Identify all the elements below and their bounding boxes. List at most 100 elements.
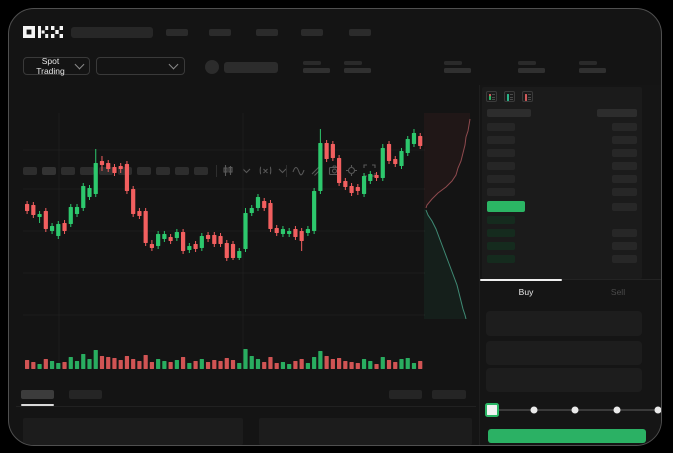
settings-icon[interactable] [345,164,358,177]
bottom-tab-underline [21,404,54,406]
trade-panel: Buy Sell [479,85,661,445]
amount-placeholder [612,175,637,183]
interval-chevron-icon[interactable] [240,164,253,177]
price-placeholder [487,188,515,196]
tab-sell[interactable]: Sell [610,287,626,297]
order-book-row-bid[interactable] [482,242,642,250]
price-chart[interactable] [23,113,425,369]
nav-item[interactable] [349,29,371,36]
amount-placeholder [612,242,637,250]
nav-item[interactable] [166,29,188,36]
bottom-section [9,381,479,445]
book-asks-icon[interactable] [522,91,533,102]
order-book-row-ask[interactable] [482,188,642,196]
top-navbar [9,9,661,53]
book-bids-icon[interactable] [504,91,515,102]
order-book-row-bid[interactable] [482,216,642,224]
okx-logo[interactable] [23,26,63,38]
order-form-field-total[interactable] [486,368,642,392]
amount-placeholder [597,109,637,117]
depth-overlay [424,113,480,320]
price-placeholder [487,242,515,250]
nav-item[interactable] [301,29,323,36]
amount-placeholder [612,188,637,196]
stat-placeholder [444,61,471,73]
bottom-tab-active[interactable] [21,390,54,399]
amount-placeholder [612,202,637,211]
order-book-row-ask[interactable] [482,136,642,144]
search-placeholder[interactable] [71,27,153,38]
tab-buy[interactable]: Buy [518,287,534,297]
price-placeholder [487,123,515,131]
slider-stop[interactable] [654,406,661,414]
pair-select[interactable] [96,57,185,75]
slider-stop[interactable] [571,406,579,414]
price-placeholder [487,149,515,157]
amount-placeholder [612,149,637,157]
order-book-row-ask[interactable] [482,149,642,157]
chart-toolbar [9,85,479,177]
amount-placeholder [612,162,637,170]
order-book-row-ask[interactable] [482,123,642,131]
slider-stop[interactable] [530,406,537,414]
timeframe-button[interactable] [42,167,56,175]
timeframe-button[interactable] [194,167,208,175]
spot-trading-label: Spot Trading [36,56,65,76]
timeframe-button[interactable] [61,167,75,175]
line-chart-icon[interactable] [292,164,305,177]
buy-submit-button[interactable] [488,429,646,443]
stat-placeholder [344,61,371,73]
timeframe-button[interactable] [156,167,170,175]
expand-icon[interactable] [363,164,376,177]
timeframe-button[interactable] [175,167,189,175]
order-book-row-ask[interactable] [482,175,642,183]
pair-name-placeholder [224,62,278,73]
bottom-action[interactable] [432,390,466,399]
order-book [482,87,642,279]
order-book-mode-toggles [486,91,533,102]
amount-placeholder [612,229,637,237]
order-book-row-price[interactable] [482,201,642,212]
nav-item[interactable] [209,29,231,36]
indicator-fx-icon[interactable] [259,164,272,177]
price-placeholder [487,136,515,144]
coin-icon [205,60,219,74]
order-book-row-ask[interactable] [482,162,642,170]
order-book-rows [482,109,642,268]
amount-placeholder [612,123,637,131]
stat-placeholder [518,61,545,73]
order-book-row-bid[interactable] [482,229,642,237]
candle-style-icon[interactable] [222,164,235,177]
order-form-field-amount[interactable] [486,341,642,365]
market-header: Spot Trading [9,53,661,85]
slider-handle[interactable] [485,403,499,417]
order-history-panel [259,418,472,445]
divider [216,165,217,177]
amount-slider[interactable] [485,403,661,417]
chevron-down-icon [168,59,179,70]
stat-placeholder [579,61,606,73]
chevron-down-icon[interactable] [276,164,289,177]
order-book-row-bid[interactable] [482,255,642,263]
price-placeholder [487,216,515,224]
divider [16,406,476,407]
price-placeholder [487,255,515,263]
timeframe-button[interactable] [80,167,94,175]
nav-item[interactable] [256,29,278,36]
bottom-tab[interactable] [69,390,102,399]
timeframe-button[interactable] [23,167,37,175]
open-orders-panel [23,418,243,445]
amount-placeholder [612,255,637,263]
slider-stop[interactable] [613,406,620,414]
timeframe-button[interactable] [137,167,151,175]
bottom-action[interactable] [389,390,422,399]
order-form-field-price[interactable] [486,311,642,336]
timeframe-button[interactable] [99,167,113,175]
last-price-bar [487,201,525,212]
stat-placeholder [303,61,330,73]
book-combined-icon[interactable] [486,91,497,102]
price-placeholder [487,229,515,237]
spot-trading-button[interactable]: Spot Trading [23,56,90,76]
order-book-row-header [482,109,642,117]
buy-sell-tabs: Buy Sell [480,279,661,304]
